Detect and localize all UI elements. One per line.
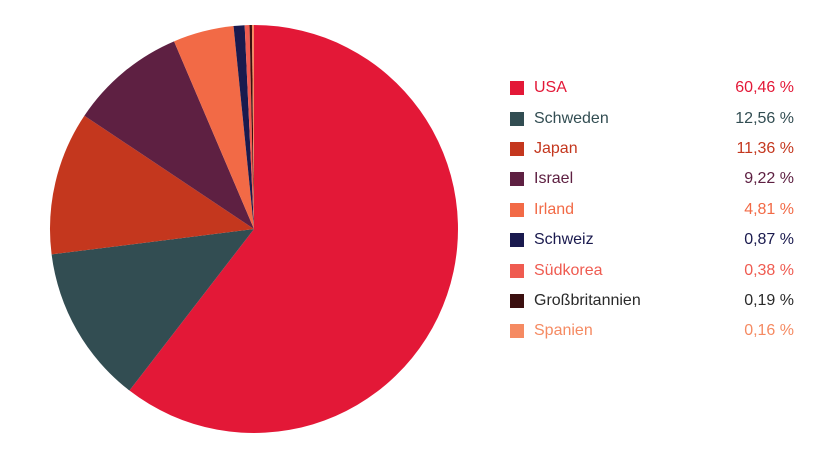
legend-value: 9,22 % [744, 170, 794, 188]
legend-item: Japan 11,36 % [510, 134, 794, 164]
legend-item: Großbritannien 0,19 % [510, 286, 794, 316]
legend-label: Israel [534, 170, 574, 188]
legend-label: Schweden [534, 109, 609, 127]
legend-item: Israel 9,22 % [510, 164, 794, 194]
legend-item: Schweiz 0,87 % [510, 225, 794, 255]
chart-legend: USA 60,46 % Schweden 12,56 % Japan 11,36 % Isr… [510, 73, 794, 347]
pie-slice-großbritannien [249, 25, 254, 229]
pie-slice-japan [50, 115, 255, 255]
legend-label: Irland [534, 200, 575, 218]
legend-value: 11,36 % [736, 139, 794, 157]
legend-swatch [510, 202, 524, 217]
legend-swatch [510, 293, 524, 308]
legend-value: 0,16 % [744, 322, 794, 340]
pie-slice-israel [84, 41, 254, 229]
pie-slice-spanien [251, 25, 254, 229]
legend-label: Japan [534, 139, 578, 157]
legend-swatch [510, 172, 524, 187]
legend-swatch [510, 81, 524, 96]
legend-item: Irland 4,81 % [510, 195, 794, 225]
pie-slice-usa [129, 25, 459, 433]
pie-slice-schweiz [233, 25, 254, 229]
legend-label: Schweiz [534, 231, 594, 249]
legend-value: 0,38 % [744, 261, 794, 279]
legend-swatch [510, 263, 524, 278]
legend-label: Großbritannien [534, 291, 641, 309]
legend-swatch [510, 141, 524, 156]
legend-label: USA [534, 79, 567, 97]
legend-value: 0,19 % [744, 291, 794, 309]
legend-value: 0,87 % [744, 231, 794, 249]
legend-label: Südkorea [534, 261, 603, 279]
legend-swatch [510, 324, 524, 339]
legend-swatch [510, 111, 524, 126]
pie-slice-südkorea [244, 25, 254, 229]
pie-slice-irland [174, 26, 254, 230]
legend-value: 12,56 % [735, 109, 794, 127]
legend-item: Schweden 12,56 % [510, 103, 794, 133]
legend-label: Spanien [534, 322, 593, 340]
legend-item: Spanien 0,16 % [510, 316, 794, 346]
legend-item: Südkorea 0,38 % [510, 255, 794, 285]
legend-swatch [510, 233, 524, 248]
pie-slice-schweden [51, 229, 255, 391]
legend-value: 4,81 % [744, 200, 794, 218]
legend-value: 60,46 % [735, 79, 794, 97]
legend-item: USA 60,46 % [510, 73, 794, 103]
